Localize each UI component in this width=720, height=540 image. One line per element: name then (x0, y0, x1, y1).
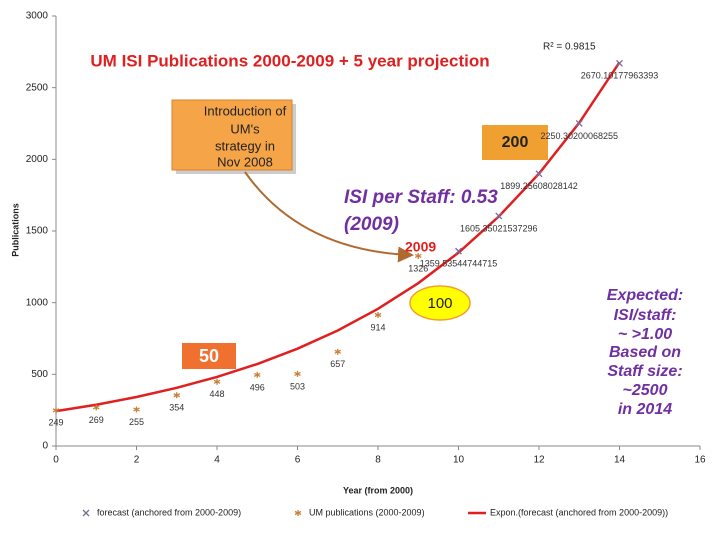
x-tick-label: 14 (614, 455, 626, 466)
x-tick-label: 12 (533, 455, 545, 466)
callout-arrow (244, 171, 414, 263)
box-50 (182, 343, 236, 369)
data-point (414, 252, 422, 259)
expected-text: Based on (609, 344, 681, 361)
oval-100 (409, 285, 471, 321)
data-label: 1899.25608028142 (500, 181, 578, 191)
chart-title: UM ISI Publications 2000-2009 + 5 year p… (90, 51, 489, 70)
data-point (133, 406, 140, 413)
data-point (495, 212, 503, 220)
data-point (334, 348, 342, 355)
y-tick-label: 2000 (26, 154, 49, 165)
data-point (253, 371, 261, 378)
x-tick-label: 6 (295, 455, 301, 466)
y-tick-label: 1000 (26, 297, 49, 308)
data-label: 503 (290, 381, 305, 391)
expected-text: in 2014 (618, 401, 672, 418)
data-label: 2250.30200068255 (540, 131, 618, 141)
data-label: 354 (169, 403, 184, 413)
data-label: 269 (89, 415, 104, 425)
y-tick-label: 3000 (26, 11, 49, 22)
expected-text: ~2500 (623, 382, 668, 399)
legend-label: UM publications (2000-2009) (309, 507, 425, 517)
callout-text: Nov 2008 (217, 154, 273, 169)
data-point (575, 119, 583, 127)
x-axis-title: Year (from 2000) (343, 485, 413, 495)
x-tick-label: 0 (53, 455, 59, 466)
trend-line (55, 61, 621, 413)
legend-swatch (82, 509, 90, 517)
box-200-text: 200 (502, 134, 529, 151)
data-label: 249 (48, 418, 63, 428)
expected-text: ~ >1.00 (618, 326, 672, 343)
callout-text: strategy in (215, 138, 275, 153)
data-point (374, 311, 382, 318)
data-label: 255 (129, 417, 144, 427)
x-tick-label: 4 (214, 455, 220, 466)
y-axis-title: Publications (10, 203, 20, 257)
isi-per-staff: ISI per Staff: 0.53 (344, 187, 498, 208)
y-tick-label: 0 (42, 441, 48, 452)
data-point (294, 370, 301, 377)
callout-text: Introduction of (204, 103, 287, 118)
data-label: 1605.35021537296 (460, 223, 538, 233)
data-point (616, 59, 623, 67)
expected-text: Expected: (607, 287, 683, 304)
data-point (455, 247, 462, 255)
data-label: 657 (330, 359, 345, 369)
y-tick-label: 1500 (26, 226, 49, 237)
y-tick-label: 500 (31, 369, 48, 380)
legend-swatch (294, 510, 302, 516)
expected-text: ISI/staff: (614, 307, 677, 324)
y-tick-label: 2500 (26, 82, 49, 93)
box-200 (482, 125, 548, 160)
expected-text: Staff size: (607, 363, 682, 380)
strategy-callout (171, 99, 293, 171)
legend-label: Expon.(forecast (anchored from 2000-2009… (490, 507, 668, 517)
data-point (535, 170, 543, 178)
callout-text: UM's (230, 121, 260, 136)
data-point (52, 407, 60, 414)
data-label: 914 (370, 322, 385, 332)
data-label: 2670.10177963393 (581, 71, 659, 81)
legend-label: forecast (anchored from 2000-2009) (97, 507, 241, 517)
x-tick-label: 10 (453, 455, 465, 466)
data-label: 496 (250, 382, 265, 392)
data-point (213, 378, 221, 385)
data-label: 1326 (408, 263, 428, 273)
data-label: 1359.53544744715 (420, 259, 498, 269)
expected-note: Expected: ISI/staff: ~ >1.00 Based on St… (607, 287, 683, 418)
r-squared: R² = 0.9815 (543, 42, 596, 53)
x-tick-label: 16 (694, 455, 706, 466)
oval-100-text: 100 (427, 295, 452, 312)
isi-per-staff: (2009) (344, 214, 399, 235)
label-2009: 2009 (405, 239, 436, 255)
x-tick-label: 8 (375, 455, 381, 466)
x-tick-label: 2 (134, 455, 140, 466)
data-point (173, 392, 181, 399)
box-50-text: 50 (199, 346, 219, 366)
data-point (92, 404, 100, 411)
data-label: 448 (209, 389, 224, 399)
